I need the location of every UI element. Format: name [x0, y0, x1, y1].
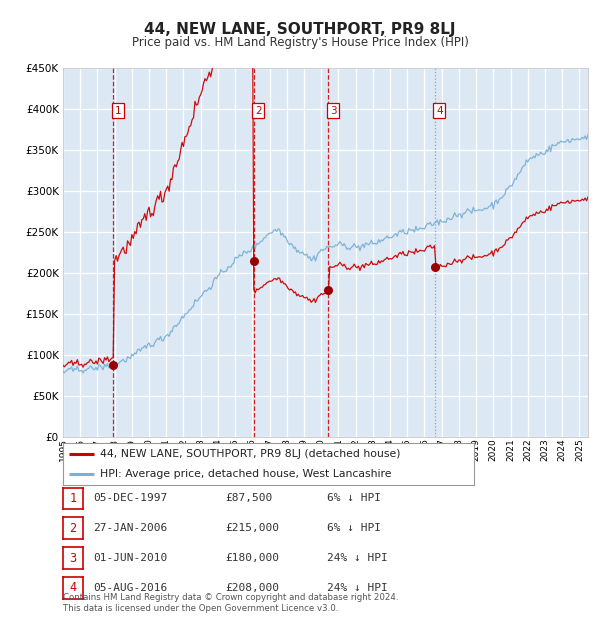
- Text: 01-JUN-2010: 01-JUN-2010: [93, 553, 167, 563]
- Text: 4: 4: [70, 582, 76, 594]
- Text: Contains HM Land Registry data © Crown copyright and database right 2024.
This d: Contains HM Land Registry data © Crown c…: [63, 593, 398, 613]
- Text: 05-DEC-1997: 05-DEC-1997: [93, 494, 167, 503]
- Text: 6% ↓ HPI: 6% ↓ HPI: [327, 494, 381, 503]
- Text: 27-JAN-2006: 27-JAN-2006: [93, 523, 167, 533]
- Text: £87,500: £87,500: [225, 494, 272, 503]
- Text: £180,000: £180,000: [225, 553, 279, 563]
- Text: 05-AUG-2016: 05-AUG-2016: [93, 583, 167, 593]
- Text: 24% ↓ HPI: 24% ↓ HPI: [327, 553, 388, 563]
- Text: 3: 3: [330, 105, 337, 115]
- Text: £215,000: £215,000: [225, 523, 279, 533]
- Text: 3: 3: [70, 552, 76, 564]
- Text: 24% ↓ HPI: 24% ↓ HPI: [327, 583, 388, 593]
- Text: 44, NEW LANE, SOUTHPORT, PR9 8LJ: 44, NEW LANE, SOUTHPORT, PR9 8LJ: [144, 22, 456, 37]
- Text: 1: 1: [70, 492, 76, 505]
- Text: 4: 4: [436, 105, 443, 115]
- Text: HPI: Average price, detached house, West Lancashire: HPI: Average price, detached house, West…: [100, 469, 391, 479]
- Text: 2: 2: [70, 522, 76, 534]
- Text: 44, NEW LANE, SOUTHPORT, PR9 8LJ (detached house): 44, NEW LANE, SOUTHPORT, PR9 8LJ (detach…: [100, 449, 400, 459]
- Text: 6% ↓ HPI: 6% ↓ HPI: [327, 523, 381, 533]
- Text: 2: 2: [255, 105, 262, 115]
- Text: Price paid vs. HM Land Registry's House Price Index (HPI): Price paid vs. HM Land Registry's House …: [131, 36, 469, 49]
- Text: £208,000: £208,000: [225, 583, 279, 593]
- Text: 1: 1: [115, 105, 121, 115]
